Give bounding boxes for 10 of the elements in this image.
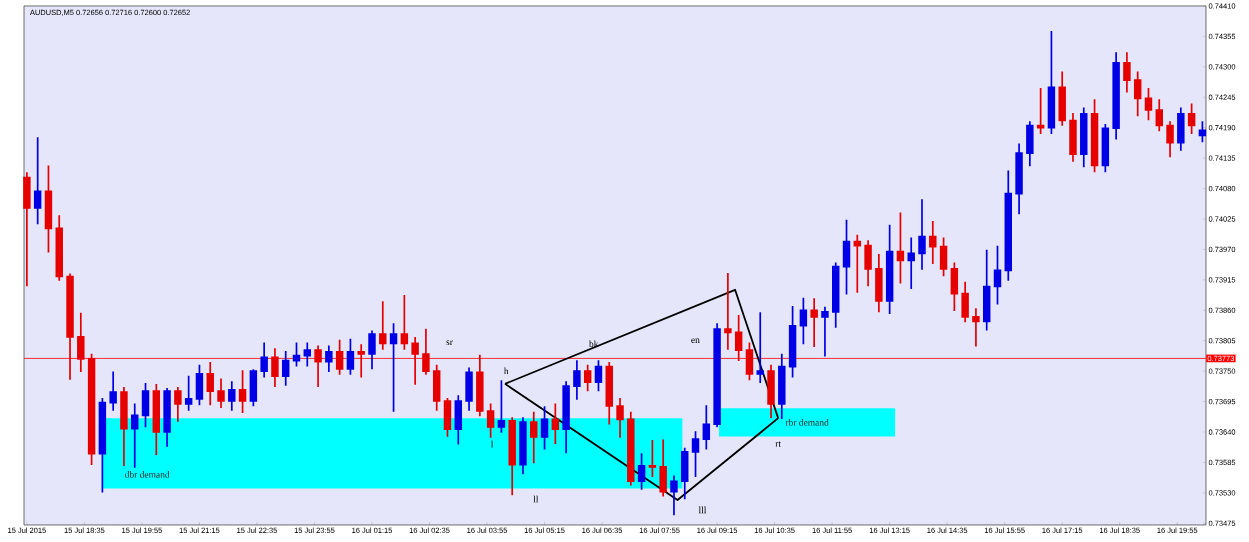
annotation: l	[490, 440, 494, 448]
annotation: rt	[775, 441, 781, 447]
annotation: sr	[446, 340, 453, 346]
annotation: ll	[533, 495, 539, 503]
annotation: lll	[698, 506, 707, 514]
annotation: h	[503, 367, 509, 375]
annotation: en	[691, 338, 700, 344]
band-label: dbr demand	[125, 471, 170, 478]
band-label: rbr demand	[785, 419, 829, 426]
annotation: bk	[589, 340, 599, 348]
